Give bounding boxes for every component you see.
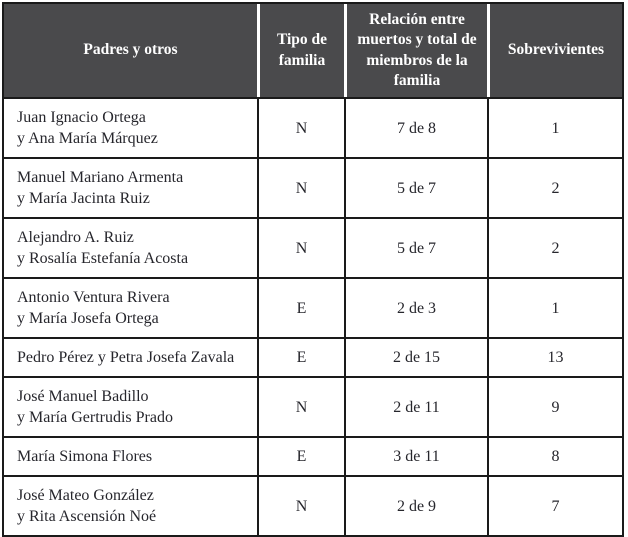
padres-line1: José Mateo González: [17, 487, 154, 504]
cell-tipo: N: [257, 217, 344, 277]
cell-padres: José Manuel Badillo y María Gertrudis Pr…: [4, 376, 257, 436]
cell-relacion: 2 de 11: [344, 376, 487, 436]
cell-sobrevivientes: 7: [487, 475, 622, 535]
padres-line1: Antonio Ventura Rivera: [17, 289, 170, 306]
cell-padres: Alejandro A. Ruiz y Rosalía Estefanía Ac…: [4, 217, 257, 277]
cell-sobrevivientes: 9: [487, 376, 622, 436]
cell-relacion: 5 de 7: [344, 157, 487, 217]
cell-tipo: E: [257, 277, 344, 337]
padres-line2: y María Josefa Ortega: [17, 310, 159, 327]
cell-tipo: E: [257, 337, 344, 376]
cell-padres: María Simona Flores: [4, 436, 257, 475]
cell-relacion: 2 de 9: [344, 475, 487, 535]
padres-line1: Pedro Pérez y Petra Josefa Zavala: [17, 349, 235, 366]
cell-tipo: N: [257, 376, 344, 436]
cell-relacion: 5 de 7: [344, 217, 487, 277]
padres-line2: y María Gertrudis Prado: [17, 409, 173, 426]
padres-line2: y Rosalía Estefanía Acosta: [17, 250, 189, 267]
padres-line1: Manuel Mariano Armenta: [17, 169, 184, 186]
cell-sobrevivientes: 8: [487, 436, 622, 475]
cell-padres: Juan Ignacio Ortega y Ana María Márquez: [4, 97, 257, 157]
cell-tipo: N: [257, 157, 344, 217]
cell-relacion: 3 de 11: [344, 436, 487, 475]
padres-line1: Alejandro A. Ruiz: [17, 229, 134, 246]
cell-relacion: 7 de 8: [344, 97, 487, 157]
cell-tipo: E: [257, 436, 344, 475]
cell-relacion: 2 de 3: [344, 277, 487, 337]
header-tipo-de-familia: Tipo de familia: [257, 4, 344, 97]
cell-padres: Manuel Mariano Armenta y María Jacinta R…: [4, 157, 257, 217]
cell-relacion: 2 de 15: [344, 337, 487, 376]
padres-line1: Juan Ignacio Ortega: [17, 109, 146, 126]
padres-line1: José Manuel Badillo: [17, 388, 149, 405]
header-relacion-muertos: Relación entre muertos y total de miembr…: [344, 4, 487, 97]
padres-line1: María Simona Flores: [17, 448, 153, 465]
cell-sobrevivientes: 1: [487, 277, 622, 337]
padres-line2: y María Jacinta Ruiz: [17, 190, 150, 207]
cell-tipo: N: [257, 97, 344, 157]
cell-sobrevivientes: 13: [487, 337, 622, 376]
cell-sobrevivientes: 1: [487, 97, 622, 157]
cell-tipo: N: [257, 475, 344, 535]
header-sobrevivientes: Sobrevivientes: [487, 4, 622, 97]
padres-line2: y Rita Ascensión Noé: [17, 508, 157, 525]
cell-padres: Antonio Ventura Rivera y María Josefa Or…: [4, 277, 257, 337]
cell-sobrevivientes: 2: [487, 217, 622, 277]
header-padres-y-otros: Padres y otros: [4, 4, 257, 97]
cell-padres: Pedro Pérez y Petra Josefa Zavala: [4, 337, 257, 376]
cell-padres: José Mateo González y Rita Ascensión Noé: [4, 475, 257, 535]
padres-line2: y Ana María Márquez: [17, 130, 158, 147]
cell-sobrevivientes: 2: [487, 157, 622, 217]
